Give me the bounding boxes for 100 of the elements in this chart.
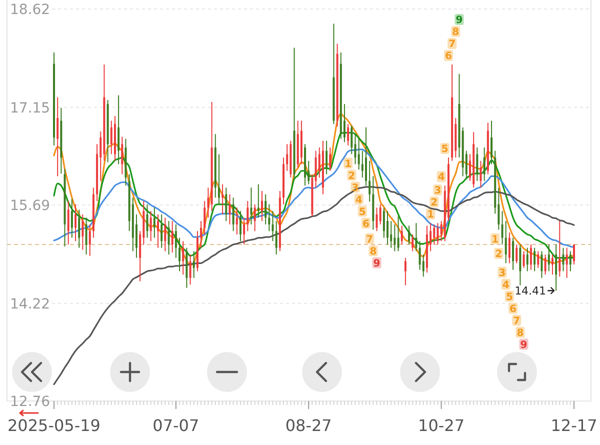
candlestick (254, 204, 256, 232)
candlestick (368, 160, 371, 202)
candlestick (239, 210, 242, 242)
candlestick (85, 217, 88, 255)
x-tick-label: 2025-05-19 (8, 416, 100, 435)
scroll-right-button[interactable] (400, 352, 440, 392)
candlestick (555, 244, 558, 292)
candlestick (566, 247, 568, 278)
x-tick-label: 10-27 (418, 416, 465, 435)
candlestick (537, 250, 540, 268)
candlestick (150, 210, 152, 242)
candlestick (121, 136, 124, 175)
candlestick (551, 254, 554, 276)
candlestick (82, 214, 84, 250)
candlestick (250, 187, 252, 225)
annotation: 14.41 (514, 284, 546, 298)
candlestick (483, 146, 486, 182)
candlestick (153, 207, 156, 238)
x-tick-label: 12-17 (550, 416, 598, 435)
candlestick (160, 214, 163, 248)
candlestick (174, 224, 177, 258)
candlestick (246, 200, 249, 232)
y-tick-label: 14.22 (10, 296, 50, 312)
candlestick (418, 240, 421, 270)
candlestick (408, 225, 410, 245)
candlestick (157, 214, 159, 248)
candlestick (70, 198, 73, 238)
candlestick (88, 224, 91, 256)
candlestick (501, 210, 504, 245)
candlestick (243, 217, 246, 245)
candlestick (530, 244, 532, 270)
candlestick (168, 220, 170, 255)
candlestick (569, 250, 572, 272)
candlestick (404, 257, 406, 286)
candlestick (544, 254, 546, 276)
candlestick (358, 138, 360, 170)
candlestick (261, 190, 263, 222)
candlestick (386, 210, 389, 245)
x-tick-label: 07-07 (152, 416, 200, 435)
candlestick (326, 140, 328, 175)
zoom-out-button[interactable] (207, 352, 247, 392)
candlestick (264, 194, 267, 225)
candlestick (508, 232, 510, 264)
candlestick (192, 250, 195, 278)
candlestick (225, 187, 228, 222)
candlestick (573, 244, 575, 266)
zoom-in-button[interactable] (110, 352, 150, 392)
candlestick (480, 160, 482, 188)
candlestick (314, 150, 317, 188)
candlestick (436, 222, 439, 245)
scroll-left-button[interactable] (302, 352, 342, 392)
candlestick (361, 150, 364, 178)
candlestick (56, 96, 59, 177)
candlestick (526, 247, 528, 272)
candlestick (504, 220, 507, 264)
candlestick (118, 94, 120, 165)
candlestick (146, 204, 148, 238)
candlestick (164, 217, 166, 252)
candlestick (218, 154, 220, 205)
candlestick (548, 244, 550, 272)
candlestick (286, 144, 288, 172)
candlestick (490, 120, 493, 165)
candlestick (540, 250, 543, 278)
candlestick (268, 204, 270, 232)
candlestick (232, 197, 234, 232)
candlestick (236, 207, 238, 235)
candlestick (365, 126, 367, 186)
candlestick (433, 224, 436, 245)
candlestick (189, 254, 192, 286)
candlestick (78, 209, 80, 248)
candlestick (382, 207, 385, 238)
candlestick (562, 247, 564, 272)
y-tick-label: 18.62 (10, 2, 50, 18)
candlestick (182, 240, 184, 276)
candlestick (394, 224, 396, 252)
candlestick (110, 120, 112, 155)
candlestick (397, 216, 400, 252)
candlestick (476, 146, 478, 182)
candlestick (512, 237, 514, 270)
candlestick (275, 220, 278, 255)
candlestick (516, 244, 518, 264)
fullscreen-button[interactable] (497, 352, 537, 392)
candlestick (347, 124, 350, 146)
y-tick-label: 12.76 (10, 394, 50, 410)
scroll-start-button[interactable] (12, 352, 52, 392)
candlestick (329, 146, 332, 172)
candlestick (171, 220, 174, 253)
y-tick-label: 17.15 (10, 100, 50, 116)
candlestick (178, 237, 181, 272)
candlestick (74, 204, 77, 242)
x-tick-label: 08-27 (285, 416, 332, 435)
y-tick-label: 15.69 (10, 198, 50, 214)
candlestick (390, 220, 392, 248)
candlestick (272, 210, 274, 242)
candlestick (412, 234, 414, 252)
candlestick (67, 200, 70, 245)
candlestick (200, 220, 202, 248)
candlestick (415, 222, 418, 252)
candlestick (534, 247, 536, 272)
candlestick (558, 220, 561, 278)
